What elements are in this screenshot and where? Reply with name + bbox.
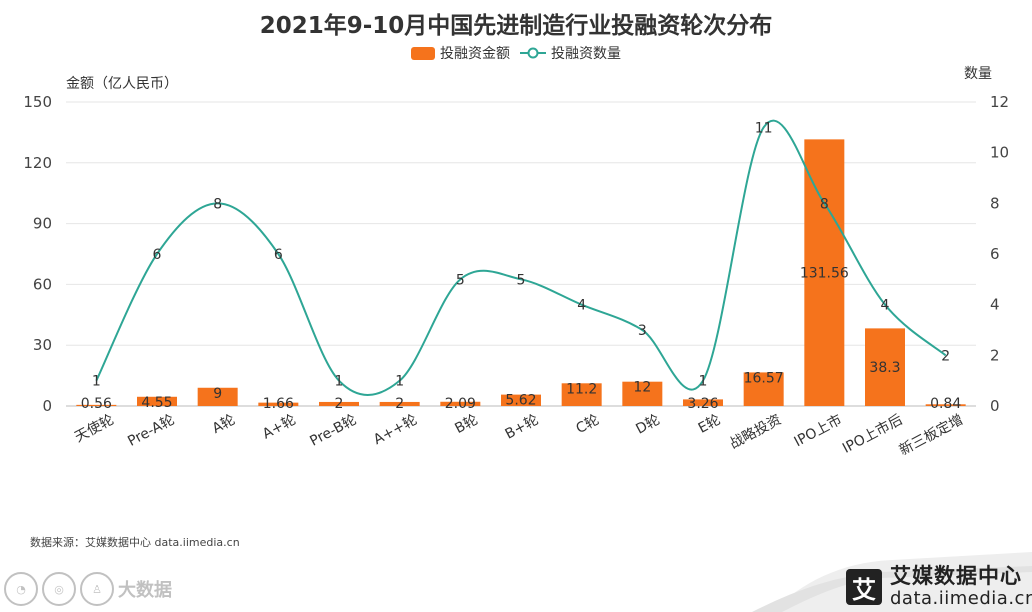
bar bbox=[440, 401, 481, 406]
bar bbox=[622, 381, 663, 406]
watermark-circle-icon: ◎ bbox=[42, 572, 76, 606]
left-axis-title: 金额（亿人民币） bbox=[66, 76, 178, 92]
line-layer bbox=[95, 119, 947, 396]
watermark-circle-icon: ◔ bbox=[4, 572, 38, 606]
left-tick-label: 120 bbox=[23, 154, 52, 172]
right-tick-label: 8 bbox=[990, 194, 1000, 212]
right-tick-label: 10 bbox=[990, 144, 1009, 162]
count-value-label: 1 bbox=[92, 374, 101, 390]
left-tick-label: 60 bbox=[33, 275, 52, 293]
bar-value-label: 2.09 bbox=[445, 396, 476, 412]
legend-item-count[interactable]: 投融资数量 bbox=[520, 43, 621, 63]
legend-bar-swatch bbox=[411, 46, 435, 60]
bar bbox=[804, 139, 845, 406]
bar bbox=[76, 404, 117, 406]
count-value-label: 6 bbox=[274, 247, 283, 263]
left-tick-label: 0 bbox=[42, 397, 52, 415]
bar bbox=[501, 394, 541, 406]
bar-value-label: 2 bbox=[395, 396, 404, 412]
legend-line-swatch bbox=[520, 47, 546, 59]
count-value-label: 1 bbox=[395, 374, 404, 390]
count-value-label: 8 bbox=[213, 196, 222, 212]
bar-value-label: 2 bbox=[335, 396, 344, 412]
brand-url: data.iimedia.cn bbox=[890, 588, 1032, 609]
watermark: ◔ ◎ ♙ 大数据 bbox=[4, 572, 172, 606]
category-label: E轮 bbox=[696, 412, 724, 437]
source-note: 数据来源：艾媒数据中心 data.iimedia.cn bbox=[30, 536, 240, 549]
bar bbox=[137, 396, 177, 406]
category-label: D轮 bbox=[633, 412, 662, 438]
bar bbox=[319, 401, 359, 406]
category-label: Pre-A轮 bbox=[125, 412, 177, 450]
brand-name: 艾媒数据中心 bbox=[890, 564, 1022, 588]
category-label: 战略投资 bbox=[727, 412, 784, 452]
watermark-person-icon: ♙ bbox=[80, 572, 114, 606]
category-label: A轮 bbox=[210, 412, 238, 437]
count-value-label: 3 bbox=[638, 323, 647, 339]
bar-value-label: 0.84 bbox=[930, 396, 961, 412]
category-label: B轮 bbox=[452, 412, 480, 437]
category-label: IPO上市后 bbox=[839, 411, 905, 457]
chart-legend: 投融资金额 投融资数量 bbox=[0, 43, 1032, 63]
count-value-label: 4 bbox=[881, 298, 890, 314]
count-value-label: 4 bbox=[577, 298, 586, 314]
category-label: IPO上市 bbox=[791, 411, 845, 450]
bar bbox=[379, 401, 420, 406]
bar-value-label: 5.62 bbox=[505, 393, 536, 409]
category-label: 新三板定增 bbox=[897, 412, 966, 459]
legend-item-amount[interactable]: 投融资金额 bbox=[411, 43, 510, 63]
category-label: A++轮 bbox=[371, 412, 420, 448]
bar-value-label: 4.55 bbox=[141, 395, 172, 411]
left-tick-label: 150 bbox=[23, 93, 52, 111]
brand-logo-icon: 艾 bbox=[846, 569, 882, 605]
bar-value-label: 38.3 bbox=[869, 360, 900, 376]
bar-value-label: 12 bbox=[633, 380, 651, 396]
right-tick-label: 4 bbox=[990, 296, 1000, 314]
bar-value-label: 0.56 bbox=[81, 396, 112, 412]
category-label: A+轮 bbox=[260, 412, 299, 443]
bar bbox=[925, 404, 966, 406]
bar bbox=[197, 387, 238, 406]
right-tick-label: 12 bbox=[990, 93, 1009, 111]
category-label: Pre-B轮 bbox=[307, 412, 359, 450]
bar-value-label: 11.2 bbox=[566, 381, 597, 397]
category-label: C轮 bbox=[574, 412, 603, 437]
bar-value-label: 131.56 bbox=[800, 266, 849, 282]
count-value-label: 5 bbox=[456, 272, 465, 288]
brand-logo-group: 艾 艾媒数据中心 data.iimedia.cn bbox=[846, 566, 1032, 608]
count-value-label: 8 bbox=[820, 196, 829, 212]
count-value-label: 1 bbox=[699, 374, 708, 390]
bar-value-label: 3.26 bbox=[687, 396, 718, 412]
bar bbox=[561, 383, 602, 406]
right-tick-label: 0 bbox=[990, 397, 1000, 415]
bar-layer bbox=[76, 139, 966, 406]
chart-title: 2021年9-10月中国先进制造行业投融资轮次分布 bbox=[259, 13, 773, 39]
count-series-line bbox=[95, 119, 947, 396]
bar-value-label: 16.57 bbox=[744, 370, 784, 386]
bar bbox=[743, 372, 784, 406]
count-value-label: 6 bbox=[153, 247, 162, 263]
bar-value-label: 9 bbox=[213, 386, 222, 402]
bar-value-label: 1.66 bbox=[263, 396, 294, 412]
count-value-label: 11 bbox=[755, 120, 773, 136]
watermark-text: 大数据 bbox=[118, 580, 172, 601]
legend-bar-label: 投融资金额 bbox=[440, 46, 510, 62]
right-tick-label: 2 bbox=[990, 346, 1000, 364]
right-tick-label: 6 bbox=[990, 245, 1000, 263]
category-label: B+轮 bbox=[503, 412, 542, 443]
left-tick-label: 90 bbox=[33, 215, 52, 233]
count-value-label: 1 bbox=[335, 374, 344, 390]
bar bbox=[258, 402, 299, 406]
brand-band-decoration bbox=[752, 552, 1032, 612]
bar bbox=[865, 328, 905, 406]
count-value-label: 5 bbox=[517, 272, 526, 288]
right-axis-title: 数量 bbox=[964, 66, 992, 82]
bar bbox=[683, 399, 723, 406]
category-label: 天使轮 bbox=[72, 411, 117, 446]
legend-line-label: 投融资数量 bbox=[551, 46, 621, 62]
left-tick-label: 30 bbox=[33, 336, 52, 354]
count-value-label: 2 bbox=[941, 348, 950, 364]
